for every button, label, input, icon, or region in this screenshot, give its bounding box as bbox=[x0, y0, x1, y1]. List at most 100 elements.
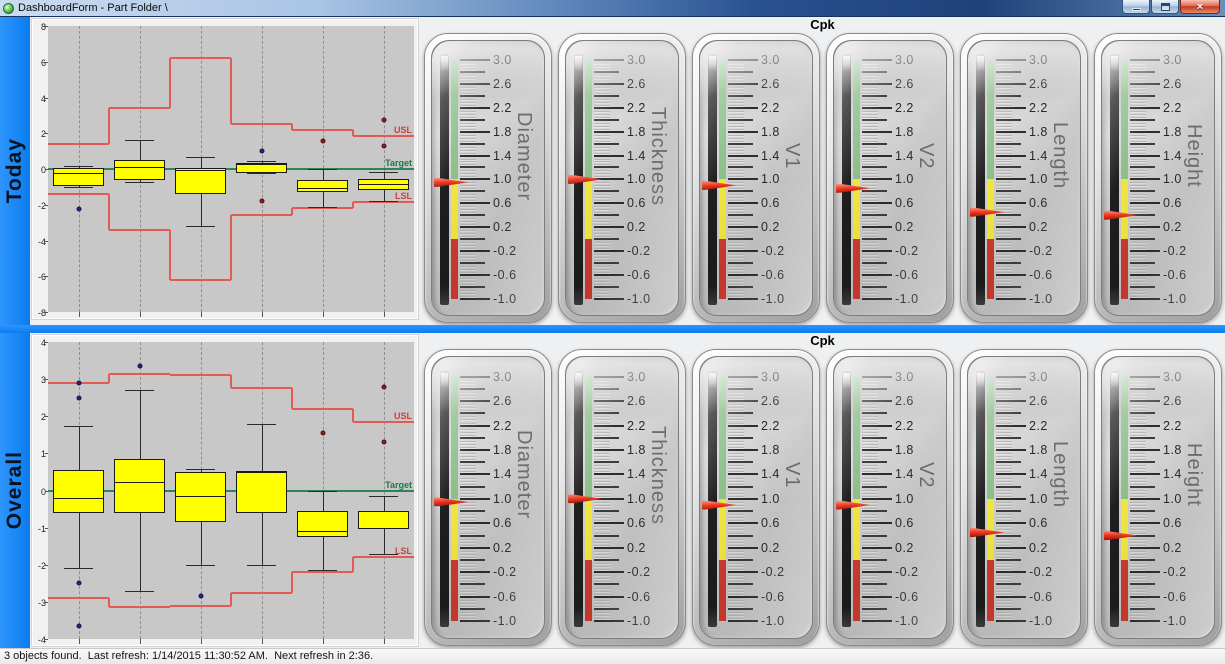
major-tick bbox=[862, 473, 892, 476]
minor-tick bbox=[594, 526, 610, 528]
minor-tick bbox=[862, 379, 878, 381]
minor-tick bbox=[996, 505, 1012, 507]
minor-tick bbox=[594, 553, 610, 555]
minor-tick bbox=[728, 471, 744, 473]
today-gauges-row: 3.0 2.6 2.2 1.8 1.4 1.0 0.6 0.2 -0.2 -0.6 -1.0 Diam… bbox=[424, 33, 1222, 323]
minor-tick bbox=[1130, 593, 1146, 595]
major-tick bbox=[460, 449, 490, 451]
major-tick bbox=[1130, 375, 1160, 378]
minor-tick bbox=[728, 134, 744, 136]
usl-step bbox=[352, 129, 354, 136]
major-tick bbox=[1130, 497, 1160, 500]
minor-tick bbox=[862, 538, 878, 540]
minor-tick bbox=[728, 468, 744, 470]
minor-tick bbox=[862, 563, 878, 565]
minor-tick bbox=[996, 443, 1012, 445]
minor-tick bbox=[728, 440, 744, 442]
major-tick bbox=[862, 449, 892, 451]
mid-tick bbox=[728, 436, 753, 439]
minor-tick bbox=[460, 104, 476, 106]
lsl-step bbox=[291, 572, 293, 593]
minor-tick bbox=[460, 398, 476, 400]
mid-tick bbox=[728, 94, 753, 97]
minor-tick bbox=[862, 483, 878, 485]
minor-tick bbox=[996, 477, 1012, 479]
mid-tick bbox=[1130, 485, 1155, 488]
major-tick bbox=[728, 178, 758, 181]
minor-tick bbox=[996, 176, 1012, 178]
mid-tick bbox=[460, 214, 485, 217]
minor-tick bbox=[460, 465, 476, 467]
minor-tick bbox=[862, 104, 878, 106]
minor-tick bbox=[1130, 514, 1146, 516]
minor-tick bbox=[594, 556, 610, 558]
scale-tick-label: 3.0 bbox=[761, 53, 780, 68]
minor-tick bbox=[996, 526, 1012, 528]
mid-tick bbox=[862, 237, 887, 240]
minor-tick bbox=[728, 416, 744, 418]
outlier-point bbox=[320, 138, 325, 144]
scale-tick-label: 3.0 bbox=[761, 369, 780, 384]
maximize-button[interactable] bbox=[1151, 0, 1179, 14]
minor-tick bbox=[594, 538, 610, 540]
minor-tick bbox=[728, 495, 744, 497]
minor-tick bbox=[728, 221, 744, 223]
major-tick bbox=[996, 297, 1026, 300]
mid-tick bbox=[1130, 214, 1155, 217]
minor-tick bbox=[728, 161, 744, 163]
minor-tick bbox=[728, 140, 744, 142]
minor-tick bbox=[862, 277, 878, 279]
minor-tick bbox=[1130, 63, 1146, 65]
minor-tick bbox=[460, 615, 476, 617]
close-button[interactable]: × bbox=[1180, 0, 1220, 14]
minor-tick bbox=[594, 566, 610, 568]
gauge-track bbox=[976, 370, 985, 628]
whisker-cap bbox=[369, 171, 398, 173]
minor-tick bbox=[728, 410, 744, 412]
gauge-zone bbox=[853, 60, 860, 180]
minor-tick bbox=[594, 259, 610, 261]
minor-tick bbox=[1130, 541, 1146, 543]
mid-tick bbox=[862, 461, 887, 464]
gauge-title: V2 bbox=[915, 461, 937, 489]
minor-tick bbox=[862, 283, 878, 285]
minor-tick bbox=[460, 86, 476, 88]
minor-tick bbox=[1130, 206, 1146, 208]
minor-tick bbox=[996, 101, 1012, 103]
minor-tick bbox=[728, 173, 744, 175]
mid-tick bbox=[996, 461, 1021, 464]
major-tick bbox=[728, 546, 758, 549]
mid-tick bbox=[996, 261, 1021, 264]
whisker-cap bbox=[308, 169, 337, 170]
major-tick bbox=[1130, 424, 1160, 427]
mid-tick bbox=[1130, 387, 1155, 390]
lsl-label: LSL bbox=[395, 191, 412, 202]
mid-tick bbox=[1130, 190, 1155, 193]
minor-tick bbox=[460, 538, 476, 540]
scale-tick-label: -1.0 bbox=[493, 291, 517, 306]
minor-tick bbox=[728, 590, 744, 592]
minor-tick bbox=[594, 63, 610, 65]
major-tick bbox=[1130, 154, 1160, 157]
minor-tick bbox=[1130, 289, 1146, 291]
minor-tick bbox=[996, 495, 1012, 497]
minor-tick bbox=[1130, 295, 1146, 297]
y-axis-tick bbox=[45, 342, 48, 343]
major-tick bbox=[728, 297, 758, 300]
minor-tick bbox=[594, 443, 610, 445]
minor-tick bbox=[728, 66, 744, 68]
gauge-needle bbox=[1104, 210, 1138, 220]
minor-tick bbox=[1130, 440, 1146, 442]
minor-tick bbox=[996, 563, 1012, 565]
minor-tick bbox=[1130, 489, 1146, 491]
y-axis-tick bbox=[45, 312, 48, 313]
minimize-button[interactable] bbox=[1122, 0, 1150, 14]
y-axis-tick bbox=[45, 97, 48, 99]
overall-gauges-row: 3.0 2.6 2.2 1.8 1.4 1.0 0.6 0.2 -0.2 -0.6 -1.0 Diam… bbox=[424, 349, 1222, 646]
minor-tick bbox=[460, 292, 476, 294]
minor-tick bbox=[862, 532, 878, 534]
gauge-zone bbox=[585, 60, 592, 180]
minor-tick bbox=[728, 241, 744, 243]
whisker-lower bbox=[261, 512, 263, 565]
minor-tick bbox=[460, 468, 476, 470]
